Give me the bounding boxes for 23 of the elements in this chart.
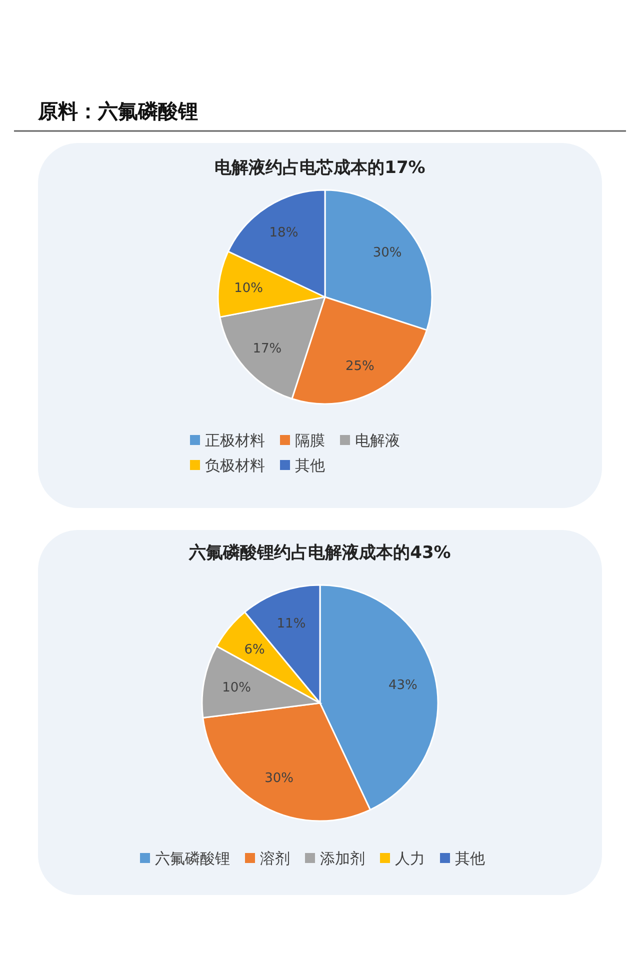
legend-label: 负极材料	[205, 456, 265, 474]
data-label: 25%	[346, 359, 374, 374]
data-label: 30%	[372, 245, 402, 260]
legend-label: 电解液	[355, 431, 400, 450]
legend-label: 溶剂	[260, 849, 290, 868]
data-label: 11%	[276, 616, 306, 632]
legend-label: 其他	[455, 849, 485, 868]
text: 原料：六氟磷酸锂	[37, 99, 198, 123]
legend-label: 正极材料	[205, 431, 265, 450]
data-label: 10%	[234, 280, 264, 296]
data-label: 10%	[222, 680, 251, 696]
legend-label: 六氟磷酸锂	[155, 849, 230, 868]
chart-title: 六氟磷酸锂约占电解液成本的43%	[188, 543, 451, 563]
data-label: 17%	[252, 341, 282, 356]
data-label: 6%	[244, 642, 265, 658]
legend-label: 其他	[295, 456, 325, 474]
legend-label: 添加剂	[320, 849, 365, 868]
data-label: 18%	[269, 226, 298, 241]
chart-title: 电解液约占电芯成本的17%	[214, 158, 426, 178]
data-label: 43%	[388, 678, 418, 694]
legend-label: 隔膜	[295, 431, 325, 450]
data-label: 30%	[264, 771, 294, 786]
legend-label: 人力	[395, 849, 425, 868]
